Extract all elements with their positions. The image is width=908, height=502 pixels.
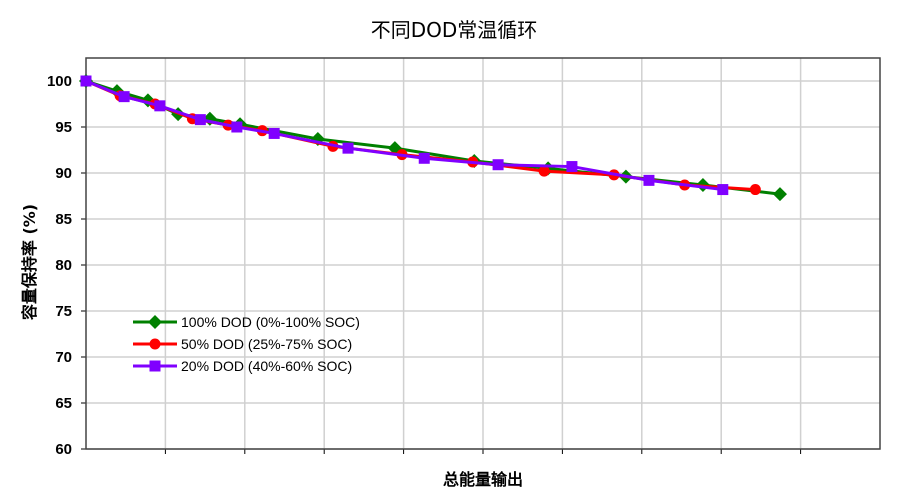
data-point-square [343,143,354,154]
y-tick-label: 100 [47,73,72,90]
data-point-circle [750,184,761,195]
legend-label: 50% DOD (25%-75% SOC) [181,336,352,352]
y-tick-label: 95 [55,119,72,136]
data-point-square [269,128,280,139]
y-tick-label: 65 [55,395,72,412]
data-point-square [566,161,577,172]
data-point-square [493,159,504,170]
legend-label: 100% DOD (0%-100% SOC) [181,314,360,330]
data-point-square [643,175,654,186]
y-tick-label: 60 [55,441,72,458]
data-point-square [81,76,92,87]
data-point-square [195,114,206,125]
y-tick-label: 80 [55,257,72,274]
y-tick-label: 75 [55,303,72,320]
y-tick-label: 85 [55,211,72,228]
data-point-square [419,153,430,164]
data-point-square [231,122,242,133]
data-point-square [717,184,728,195]
legend-label: 20% DOD (40%-60% SOC) [181,358,352,374]
legend-marker-square [150,361,161,372]
y-tick-label: 70 [55,349,72,366]
y-tick-label: 90 [55,165,72,182]
data-point-square [119,91,130,102]
legend-marker-circle [150,339,161,350]
data-point-square [154,100,165,111]
